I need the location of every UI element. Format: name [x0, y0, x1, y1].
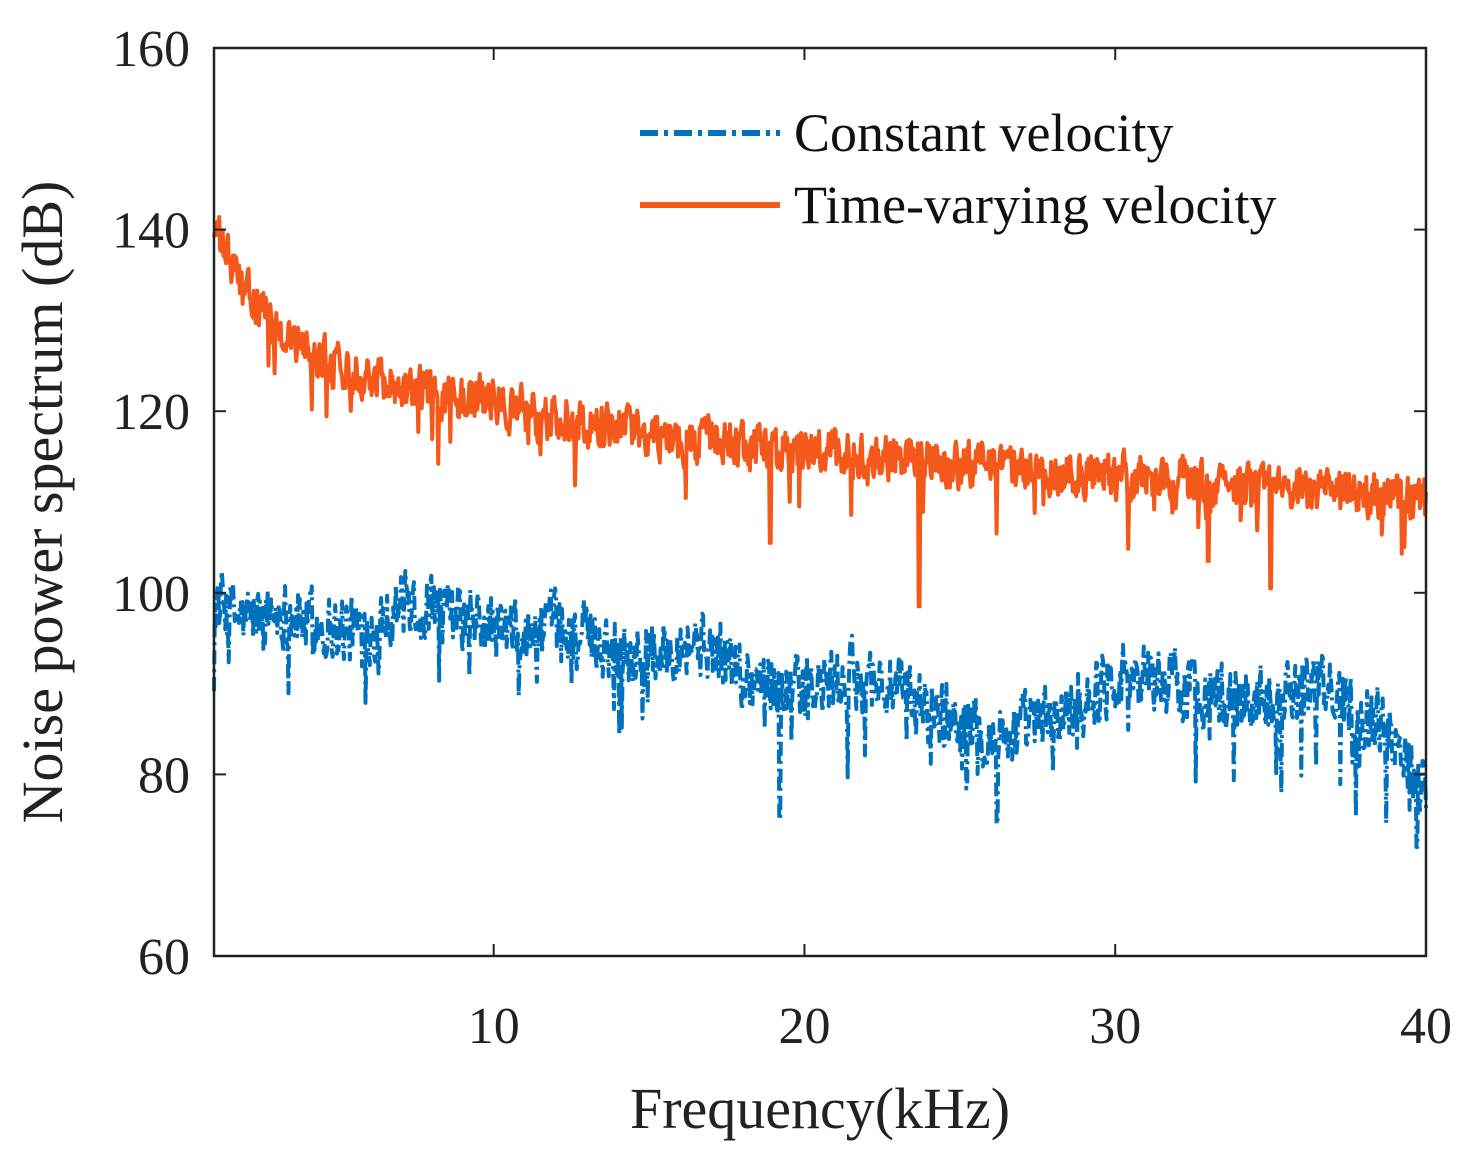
y-tick-label: 160 — [112, 21, 190, 78]
y-tick-label: 60 — [138, 929, 190, 986]
ticks-layer: 10 20 30 40 60 80 100 120 140 160 — [112, 21, 1452, 1055]
x-tick-label: 30 — [1089, 998, 1141, 1055]
x-axis-label: Frequency(kHz) — [630, 1076, 1010, 1141]
series-layer — [212, 215, 1428, 849]
x-tick-label: 10 — [468, 998, 520, 1055]
plot-frame — [212, 46, 1428, 958]
legend-label-constant-velocity: Constant velocity — [794, 103, 1173, 163]
y-tick-label: 140 — [112, 203, 190, 260]
x-tick-label: 40 — [1400, 998, 1452, 1055]
series-line-time-varying-velocity — [212, 215, 1428, 609]
y-tick-label: 100 — [112, 566, 190, 623]
plot-area — [214, 48, 1426, 956]
legend: Constant velocity Time-varying velocity — [640, 103, 1276, 235]
series-line-constant-velocity — [212, 569, 1428, 849]
y-tick-label: 120 — [112, 384, 190, 441]
y-tick-label: 80 — [138, 747, 190, 804]
x-tick-label: 20 — [778, 998, 830, 1055]
y-axis-label: Noise power spectrum (dB) — [10, 181, 75, 824]
legend-label-time-varying-velocity: Time-varying velocity — [794, 175, 1276, 235]
